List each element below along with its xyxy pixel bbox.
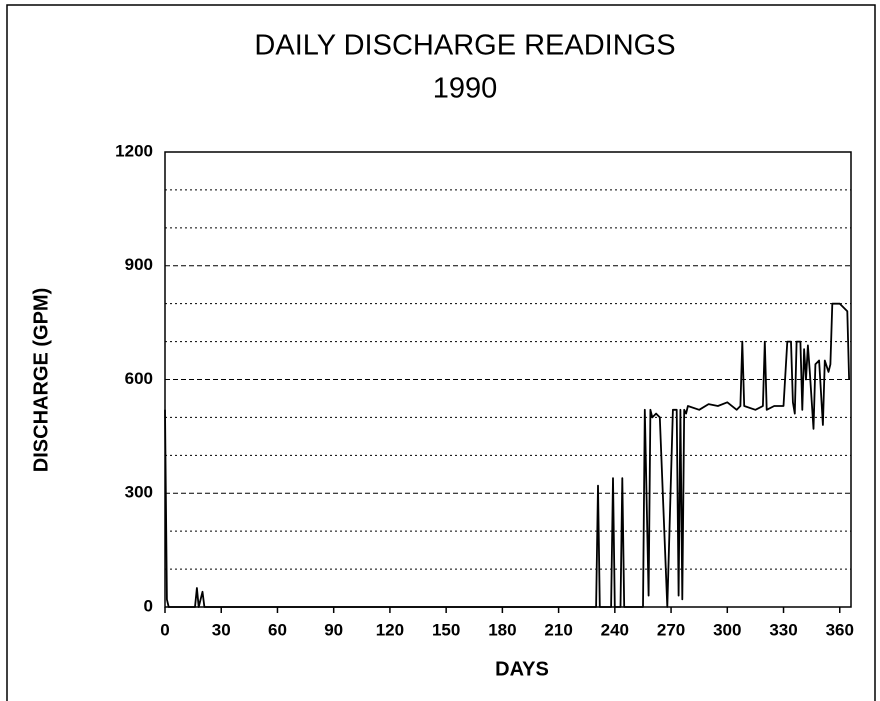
x-tick-label: 210 — [544, 620, 572, 639]
x-tick-label: 270 — [657, 620, 685, 639]
y-tick-label: 1200 — [115, 141, 153, 160]
y-tick-label: 0 — [144, 596, 153, 615]
x-tick-label: 240 — [601, 620, 629, 639]
plot-frame — [164, 151, 852, 608]
y-tick-label: 300 — [125, 483, 153, 502]
x-tick-label: 330 — [769, 620, 797, 639]
chart-subtitle: 1990 — [433, 73, 498, 105]
y-tick-label: 600 — [125, 369, 153, 388]
x-tick-label: 30 — [212, 620, 231, 639]
x-axis-label: DAYS — [495, 658, 549, 680]
x-tick-label: 90 — [324, 620, 343, 639]
x-tick-label: 180 — [488, 620, 516, 639]
x-tick-label: 60 — [268, 620, 287, 639]
x-tick-label: 300 — [713, 620, 741, 639]
x-tick-label: 360 — [826, 620, 854, 639]
y-tick-label: 900 — [125, 255, 153, 274]
y-axis-label: DISCHARGE (GPM) — [30, 288, 52, 472]
data-line — [164, 302, 850, 608]
x-tick-label: 150 — [432, 620, 460, 639]
x-tick-label: 120 — [376, 620, 404, 639]
frame — [6, 4, 876, 701]
x-tick-label: 0 — [160, 620, 169, 639]
chart-title: DAILY DISCHARGE READINGS — [254, 30, 675, 62]
